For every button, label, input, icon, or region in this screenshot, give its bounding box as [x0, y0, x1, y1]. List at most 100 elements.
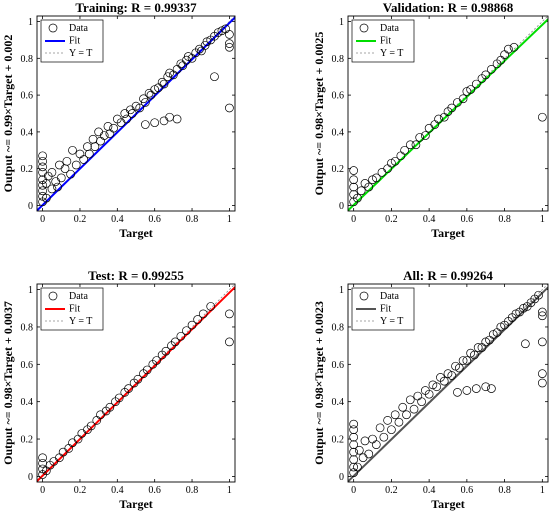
data-point — [38, 156, 47, 166]
data-point — [122, 114, 132, 124]
data-point — [487, 384, 496, 393]
data-point — [349, 440, 359, 449]
data-point — [387, 425, 396, 435]
y-tick-label: 0 — [28, 201, 33, 212]
data-point — [453, 387, 462, 397]
data-point — [152, 356, 161, 365]
y-tick-label: 0.8 — [21, 322, 34, 333]
data-point — [390, 410, 400, 420]
x-axis-label: Target — [431, 226, 465, 240]
y-tick-label: 0.6 — [21, 360, 34, 371]
y-axis-label: Output ~= 0.98×Target + 0.0037 — [1, 301, 15, 465]
data-point — [140, 98, 150, 107]
legend-label: Data — [69, 23, 88, 34]
x-tick-label: 0.2 — [385, 485, 398, 496]
data-point — [225, 103, 234, 113]
data-point — [206, 302, 216, 311]
x-tick-label: 0.2 — [74, 214, 87, 225]
y-tick-label: 0.6 — [332, 360, 345, 371]
data-point — [405, 140, 415, 150]
data-point — [405, 395, 415, 405]
data-point — [349, 166, 359, 175]
y-tick-label: 1 — [339, 17, 344, 28]
legend-label: Fit — [380, 36, 391, 47]
legend-label: Data — [69, 291, 88, 302]
y-tick-label: 0.2 — [332, 164, 345, 175]
data-point — [90, 142, 100, 151]
data-point — [473, 343, 483, 352]
legend-label: Fit — [380, 304, 391, 315]
x-tick-label: 0 — [351, 485, 356, 496]
data-point — [157, 77, 167, 87]
data-point — [86, 421, 96, 431]
y-tick-label: 0.2 — [21, 435, 34, 446]
data-point — [225, 42, 234, 52]
legend-data-marker — [48, 23, 58, 33]
data-point — [210, 72, 219, 82]
data-point — [353, 462, 362, 472]
x-tick-label: 0.4 — [423, 485, 436, 496]
legend-data-marker — [359, 23, 369, 33]
data-point — [409, 404, 419, 414]
y-tick-label: 0 — [339, 201, 344, 212]
x-tick-label: 0.6 — [461, 214, 474, 225]
y-tick-label: 1 — [28, 17, 33, 28]
data-point — [394, 417, 404, 427]
y-tick-label: 1 — [339, 285, 344, 296]
data-point — [356, 186, 366, 196]
data-point — [105, 402, 115, 412]
data-point — [225, 309, 234, 319]
plot-content — [348, 284, 548, 482]
identity-line — [348, 16, 548, 211]
data-point — [68, 145, 77, 155]
x-tick-label: 0.8 — [498, 214, 511, 225]
x-tick-label: 0.4 — [423, 214, 436, 225]
y-tick-label: 1 — [28, 285, 33, 296]
x-tick-label: 0.4 — [111, 214, 124, 225]
fit-line — [37, 286, 235, 482]
data-point — [349, 455, 359, 464]
x-tick-label: 0 — [40, 485, 45, 496]
data-point — [504, 44, 513, 54]
data-point — [198, 309, 208, 319]
x-tick-label: 0.4 — [111, 485, 124, 496]
data-point — [349, 182, 359, 192]
data-point — [537, 311, 547, 321]
data-point — [375, 423, 385, 433]
data-point — [371, 173, 381, 183]
data-point — [398, 402, 408, 412]
data-point — [71, 160, 81, 170]
data-point — [411, 140, 421, 150]
data-point — [349, 432, 359, 442]
y-axis-label: Output ~= 0.99×Target + 0.002 — [1, 35, 15, 193]
data-point — [172, 114, 182, 124]
data-point — [225, 30, 234, 39]
chart-title: Training: R = 0.99337 — [75, 0, 197, 15]
data-point — [415, 133, 425, 142]
x-tick-label: 0.8 — [186, 485, 199, 496]
chart-title: Test: R = 0.99255 — [88, 268, 184, 283]
x-tick-label: 1 — [227, 485, 232, 496]
data-point — [487, 64, 496, 74]
data-point — [454, 363, 464, 373]
data-point — [133, 374, 143, 384]
data-point — [56, 173, 66, 183]
y-axis-label: Output ~= 0.98×Target + 0.0025 — [312, 32, 326, 196]
legend-label: Fit — [69, 304, 80, 315]
data-point — [182, 326, 191, 336]
data-point — [390, 156, 400, 166]
data-point — [364, 182, 374, 192]
data-point — [150, 118, 160, 128]
data-point — [417, 397, 426, 407]
data-point — [349, 419, 359, 429]
x-axis-label: Target — [119, 497, 153, 511]
data-point — [458, 94, 468, 104]
data-point — [114, 393, 124, 403]
y-tick-label: 0.4 — [332, 127, 345, 138]
data-point — [159, 79, 169, 89]
chart-title: Validation: R = 0.98868 — [383, 0, 514, 15]
plot-content — [37, 16, 235, 211]
data-point — [38, 151, 47, 161]
